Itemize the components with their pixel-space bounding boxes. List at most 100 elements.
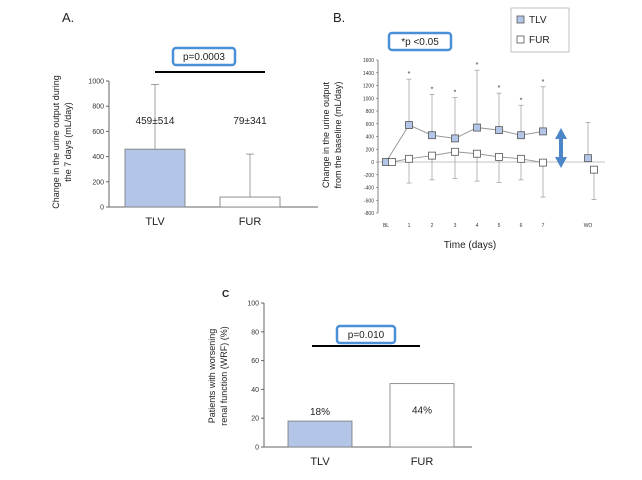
panel-c-bars: 18% 44% <box>287 383 455 448</box>
panel-a-y-tick-label: 200 <box>92 179 104 186</box>
panel-b-point-tlv <box>495 126 503 135</box>
panel-a-bar-tlv <box>124 148 186 208</box>
panel-b-y-tick-label: 800 <box>366 109 375 115</box>
panel-b-point-fur <box>451 147 459 156</box>
panel-b-y-tick-label: 0 <box>371 160 374 166</box>
panel-b: B. Change in the urine output from the b… <box>321 7 605 251</box>
panel-a-pvalue-text: p=0.0003 <box>183 52 225 63</box>
panel-b-x-tick-label: 3 <box>454 223 457 229</box>
panel-c-y-tick-label: 80 <box>251 329 259 336</box>
panel-b-point-tlv <box>405 121 413 129</box>
panel-b-y-tick-label: 1600 <box>363 58 374 64</box>
panel-a-y-tick-label: 800 <box>92 104 104 111</box>
panel-b-x-tick-label: 1 <box>408 223 411 229</box>
legend-fur-label: FUR <box>529 35 550 46</box>
panel-c-pvalue-text: p=0.010 <box>348 330 385 341</box>
panel-b-significance-star: * <box>476 62 479 69</box>
panel-b-y-tick-label: 1400 <box>363 71 374 77</box>
panel-b-y-tick-label: 1000 <box>363 96 374 102</box>
panel-c-y-tick-label: 0 <box>255 445 259 452</box>
legend-fur-swatch <box>516 35 525 44</box>
panel-b-point-fur <box>428 151 436 160</box>
panel-b-y-tick-label: 600 <box>366 122 375 128</box>
panel-b-point-fur <box>517 154 525 163</box>
panel-a-pvalue-box <box>171 46 237 67</box>
panel-a-bar-fur <box>219 196 281 208</box>
panel-b-significance-star: * <box>542 79 545 86</box>
panel-b-difference-arrow <box>555 128 567 168</box>
panel-b-significance-star: * <box>454 90 457 97</box>
panel-b-y-tick-label: -200 <box>364 173 374 179</box>
panel-c-category-labels: TLV FUR <box>310 456 433 468</box>
panel-b-y-tick-label: 1200 <box>363 84 374 90</box>
panel-b-significance-star: * <box>408 71 411 78</box>
panel-b-series: * * * * * * * <box>382 62 598 200</box>
panel-a-y-tick-label: 400 <box>92 154 104 161</box>
panel-b-x-tick-label: BL <box>383 223 389 229</box>
panel-a-value-label-fur: 79±341 <box>233 116 267 127</box>
panel-a-y-tick-label: 1000 <box>88 79 104 86</box>
panel-a-y-axis-label-line1: Change in the urine output during <box>51 75 61 209</box>
panel-c-y-tick-label: 40 <box>251 387 259 394</box>
panel-b-y-tick-label: -800 <box>364 211 374 217</box>
panel-c-y-tick-label: 100 <box>247 301 259 308</box>
panel-b-x-tick-label: 6 <box>520 223 523 229</box>
panel-c-y-tick-label: 20 <box>251 416 259 423</box>
panel-b-point-fur <box>495 152 503 161</box>
panel-b-point-fur <box>539 158 547 167</box>
panel-b-point-fur <box>388 158 396 166</box>
panel-b-x-tick-label: 5 <box>498 223 501 229</box>
panel-b-point-tlv <box>428 131 436 140</box>
panel-b-point-tlv <box>539 127 547 136</box>
panel-c-y-axis-label-line1: Patients with worsening <box>207 329 217 424</box>
panel-c-y-axis-label-line2: renal function (WRF) (%) <box>219 326 229 426</box>
panel-b-point-tlv <box>473 123 481 132</box>
panel-a: A. Change in the urine output during the… <box>51 10 318 228</box>
panel-b-y-tick-label: 200 <box>366 147 375 153</box>
legend-tlv-label: TLV <box>529 15 547 26</box>
legend-tlv-swatch <box>516 15 525 24</box>
panel-c-value-label-fur: 44% <box>412 406 432 417</box>
panel-b-y-tick-label: -400 <box>364 186 374 192</box>
panel-c-label: C <box>222 289 229 300</box>
panel-b-axes: -800 -600 -400 -200 0 200 400 600 800 1000 1200 140… <box>363 58 605 229</box>
panel-c-value-label-tlv: 18% <box>310 407 330 418</box>
panel-b-x-tick-label: WO <box>584 223 593 229</box>
panel-b-x-tick-label: 2 <box>431 223 434 229</box>
panel-b-point-fur <box>405 154 413 163</box>
panel-c-category-tlv: TLV <box>310 456 330 468</box>
panel-c-y-tick-label: 60 <box>251 358 259 365</box>
panel-b-point-tlv <box>517 131 525 140</box>
panel-a-bars: 459±514 79±341 <box>124 84 281 208</box>
panel-b-y-axis-label-line2: from the baseline (mL/day) <box>333 81 343 188</box>
panel-a-y-tick-label: 600 <box>92 129 104 136</box>
panel-c-pvalue-box <box>335 324 397 345</box>
panel-a-category-labels: TLV FUR <box>145 216 261 228</box>
panel-b-point-fur <box>590 165 598 174</box>
panel-b-legend: TLV FUR <box>510 7 570 53</box>
panel-b-point-fur <box>473 149 481 158</box>
panel-c-category-fur: FUR <box>411 456 434 468</box>
panel-b-x-tick-label: 7 <box>542 223 545 229</box>
panel-b-point-tlv <box>584 154 592 163</box>
panel-c-bar-tlv <box>287 420 353 448</box>
panel-b-y-axis-label-line1: Change in the urine output <box>321 81 331 188</box>
panel-a-label: A. <box>62 10 74 25</box>
panel-b-point-tlv <box>451 134 459 143</box>
panel-b-significance-box <box>387 31 453 52</box>
panel-b-legend-frame <box>510 7 570 53</box>
panel-b-x-axis-title: Time (days) <box>444 240 496 251</box>
panel-a-y-axis-label-line2: the 7 days (mL/day) <box>63 102 73 182</box>
panel-b-x-tick-label: 4 <box>476 223 479 229</box>
panel-b-significance-text: *p <0.05 <box>401 37 439 48</box>
panel-b-significance-star: * <box>520 97 523 104</box>
panel-c: C Patients with worsening renal function… <box>207 289 472 468</box>
panel-c-bar-fur <box>389 383 455 448</box>
panel-a-value-label-tlv: 459±514 <box>136 116 175 127</box>
panel-a-category-tlv: TLV <box>145 216 165 228</box>
panel-a-y-tick-label: 0 <box>100 205 104 212</box>
panel-b-y-tick-label: -600 <box>364 198 374 204</box>
panel-b-significance-star: * <box>498 85 501 92</box>
panel-b-y-tick-label: 400 <box>366 135 375 141</box>
